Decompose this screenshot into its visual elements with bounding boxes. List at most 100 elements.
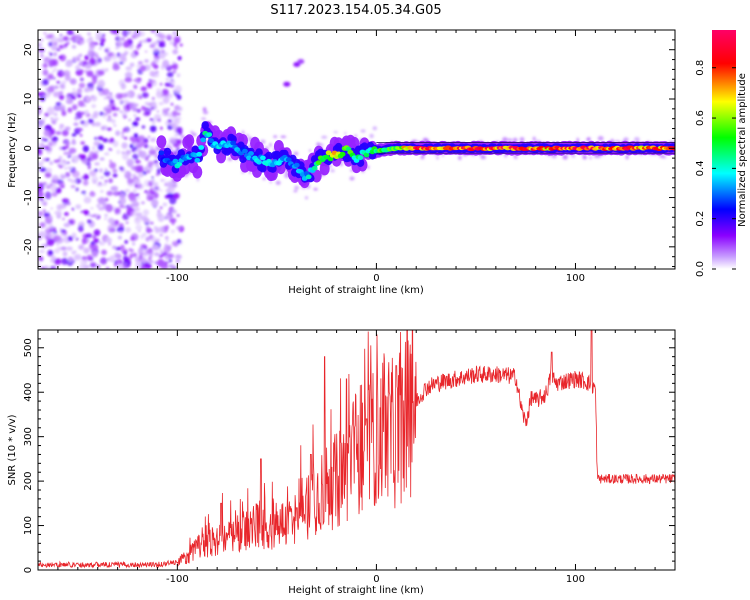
noise-blob (101, 33, 106, 37)
noise-blob (84, 70, 88, 73)
noise-blob (86, 38, 93, 44)
noise-blob (86, 161, 91, 167)
noise-blob (50, 37, 59, 44)
noise-blob (62, 160, 66, 163)
noise-blob (118, 37, 123, 41)
noise-blob (171, 64, 177, 69)
noise-blob (156, 238, 160, 243)
noise-blob (115, 46, 120, 50)
ridge-mark (256, 159, 262, 165)
noise-blob (126, 158, 134, 166)
noise-blob (135, 51, 139, 56)
noise-blob (138, 95, 143, 100)
noise-blob (58, 182, 65, 188)
noise-blob (94, 136, 98, 141)
noise-blob (145, 227, 152, 234)
noise-blob (160, 178, 164, 182)
noise-blob (147, 154, 151, 158)
noise-blob (83, 247, 90, 254)
noise-blob (169, 139, 177, 144)
noise-blob (155, 71, 159, 74)
noise-blob (135, 261, 142, 269)
noise-blob (143, 218, 151, 224)
ridge-mark (200, 137, 207, 143)
noise-blob (118, 53, 126, 62)
colorbar-tick-label: 0.2 (695, 211, 706, 227)
ridge-mark (230, 140, 237, 146)
noise-blob (109, 30, 118, 35)
noise-blob (87, 32, 91, 36)
noise-blob (157, 118, 162, 122)
noise-blob (102, 138, 109, 143)
noise-blob (141, 125, 146, 129)
noise-blob (120, 244, 125, 250)
noise-blob (164, 236, 169, 240)
noise-blob (48, 59, 56, 67)
noise-blob (160, 189, 163, 192)
noise-blob (41, 266, 45, 269)
noise-blob (159, 82, 163, 86)
noise-blob (93, 121, 102, 127)
noise-blob (108, 227, 115, 233)
noise-blob (39, 161, 44, 165)
noise-blob (96, 264, 101, 269)
noise-blob (227, 157, 233, 161)
noise-blob (166, 34, 173, 41)
noise-blob (73, 254, 82, 261)
noise-blob (70, 185, 76, 189)
noise-blob (141, 201, 145, 205)
noise-blob (48, 134, 53, 139)
noise-blob (65, 151, 69, 154)
noise-blob (123, 136, 128, 140)
colorbar-tick-label: 0.4 (695, 160, 706, 176)
noise-blob (161, 112, 166, 116)
noise-blob (148, 256, 152, 261)
noise-blob (132, 242, 136, 246)
noise-blob (94, 42, 99, 46)
colorbar-tick-label: 0.8 (695, 60, 706, 76)
noise-blob (52, 119, 58, 123)
noise-blob (106, 190, 113, 196)
noise-blob (172, 194, 180, 200)
noise-blob (42, 209, 46, 213)
x-tick-label: 100 (566, 574, 585, 585)
noise-blob (75, 66, 81, 71)
noise-blob (58, 126, 64, 131)
noise-blob (45, 158, 50, 162)
noise-blob (58, 94, 65, 101)
noise-blob (88, 214, 93, 217)
noise-blob (168, 258, 172, 263)
noise-blob (161, 251, 168, 257)
y-tick-label: 100 (23, 516, 34, 535)
noise-blob (153, 58, 159, 64)
noise-blob (77, 69, 84, 74)
noise-blob (42, 69, 49, 76)
noise-blob (625, 154, 629, 160)
noise-blob (76, 93, 82, 98)
noise-blob (95, 35, 103, 41)
noise-blob (92, 152, 99, 160)
noise-blob (133, 179, 141, 185)
noise-blob (64, 43, 68, 47)
noise-blob (88, 43, 96, 50)
noise-blob (174, 133, 180, 137)
noise-blob (110, 255, 114, 259)
noise-blob (133, 114, 137, 117)
noise-blob (62, 217, 65, 221)
noise-blob (82, 145, 90, 153)
figure-title: S117.2023.154.05.34.G05 (270, 3, 441, 18)
noise-blob (44, 138, 48, 142)
noise-blob (83, 196, 92, 204)
ridge-mark (196, 151, 203, 157)
noise-blob (129, 102, 137, 110)
noise-blob (97, 136, 104, 141)
noise-blob (156, 91, 164, 99)
noise-blob (124, 171, 132, 179)
noise-blob (269, 142, 272, 147)
noise-blob (45, 236, 49, 239)
noise-blob (96, 203, 101, 208)
noise-blob (112, 64, 120, 71)
noise-blob (40, 53, 44, 58)
noise-blob (163, 52, 169, 56)
noise-blob (64, 126, 71, 131)
